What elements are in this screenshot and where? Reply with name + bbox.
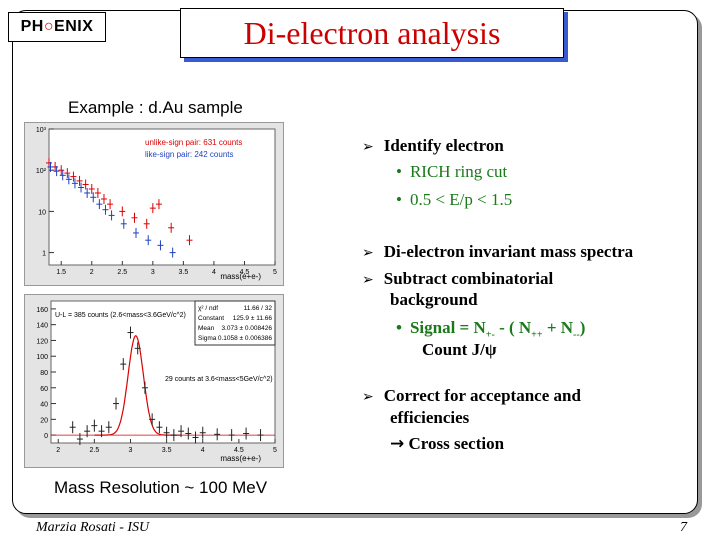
y-tick-label: 20 <box>40 417 48 424</box>
phenix-logo: PH ○ ENIX <box>8 12 106 42</box>
legend-unlike: unlike-sign pair: 631 counts <box>145 138 242 147</box>
x-tick-label: 4.5 <box>240 269 250 276</box>
top-xlabel: mass(e+e-) <box>220 272 261 281</box>
bottom-x-ticks: 2 2.5 3 3.5 4 4.5 5 <box>56 439 277 454</box>
y-tick-label: 1 <box>42 251 46 258</box>
bullet-correct: ➢ Correct for acceptance and <box>362 386 581 405</box>
arrow-icon: ➢ <box>362 272 374 288</box>
x-tick-label: 4.5 <box>234 447 244 454</box>
bullet-subtract-cont: background <box>390 290 478 309</box>
bullet-dot-icon: • <box>396 318 402 337</box>
x-tick-label: 2 <box>56 447 60 454</box>
x-tick-label: 3 <box>151 269 155 276</box>
slide-title: Di-electron analysis <box>243 14 501 51</box>
bullet-dot-icon: • <box>396 162 402 181</box>
legend-like: like-sign pair: 242 counts <box>145 150 234 159</box>
arrow-icon: ➢ <box>362 245 374 261</box>
bullet-dot-icon: • <box>396 190 402 209</box>
x-tick-label: 5 <box>273 269 277 276</box>
y-tick-label: 100 <box>36 354 48 361</box>
top-points <box>46 157 193 258</box>
x-tick-label: 4 <box>212 269 216 276</box>
stats-key: χ² / ndf <box>198 305 218 312</box>
y-tick-label: 10³ <box>36 127 47 134</box>
annot-ul: U-L = 385 counts (2.6<mass<3.6GeV/c^2) <box>55 312 186 319</box>
logo-text-right: ENIX <box>54 18 94 35</box>
annot-29: 29 counts at 3.6<mass<5GeV/c^2) <box>165 376 273 383</box>
y-tick-label: 140 <box>36 323 48 330</box>
bottom-xlabel: mass(e+e-) <box>220 454 261 463</box>
top-plot-svg: unlike-sign pair: 631 counts like-sign p… <box>36 127 277 281</box>
stats-box: χ² / ndf 11.66 / 32 Constant 125.9 ± 11.66 M… <box>194 300 276 346</box>
x-tick-label: 2 <box>90 269 94 276</box>
bullet-identify: ➢ Identify electron <box>362 136 504 155</box>
sub-bullet-ep: • 0.5 < E/p < 1.5 <box>396 190 513 209</box>
stats-value: 125.9 ± 11.66 <box>233 315 273 322</box>
sub-bullet-signal: • Signal = N+- - ( N++ + N--) <box>396 318 586 341</box>
arrow-icon: ➢ <box>362 389 374 405</box>
arrow-icon: ➢ <box>362 139 374 155</box>
x-tick-label: 2.5 <box>117 269 127 276</box>
footer-author: Marzia Rosati - ISU <box>36 520 150 535</box>
y-tick-label: 160 <box>36 307 48 314</box>
bottom-points <box>69 326 264 446</box>
y-tick-label: 10² <box>36 168 47 175</box>
bottom-plot-svg: χ² / ndf 11.66 / 32 Constant 125.9 ± 11.66 M… <box>36 300 277 463</box>
bullet-dielectron: ➢ Di-electron invariant mass spectra <box>362 242 634 261</box>
right-arrow-icon: → <box>390 434 405 454</box>
resolution-label: Mass Resolution ~ 100 MeV <box>54 478 268 497</box>
stats-value: 11.66 / 32 <box>244 305 273 312</box>
y-tick-label: 60 <box>40 386 48 393</box>
x-tick-label: 4 <box>201 447 205 454</box>
stats-box-border <box>194 300 276 346</box>
sub-bullet-count: Count J/ψ <box>422 340 497 359</box>
stats-value: 3.073 ± 0.008426 <box>221 325 272 332</box>
stats-key: Sigma <box>198 335 217 342</box>
stats-value: 0.1058 ± 0.006386 <box>218 335 273 342</box>
x-tick-label: 3 <box>129 447 133 454</box>
x-tick-label: 3.5 <box>179 269 189 276</box>
bottom-plot: χ² / ndf 11.66 / 32 Constant 125.9 ± 11.66 M… <box>24 294 284 468</box>
bullet-subtract: ➢ Subtract combinatorial <box>362 269 554 288</box>
bullet-cross: → Cross section <box>390 434 505 454</box>
footer-page: 7 <box>680 520 687 535</box>
top-y-ticks: 10³ 10² 10 1 <box>36 127 54 258</box>
stats-key: Mean <box>198 325 215 332</box>
sub-bullet-rich: • RICH ring cut <box>396 162 508 181</box>
x-tick-label: 2.5 <box>89 447 99 454</box>
y-tick-label: 0 <box>44 433 48 440</box>
y-tick-label: 80 <box>40 370 48 377</box>
y-tick-label: 40 <box>40 402 48 409</box>
x-tick-label: 3.5 <box>162 447 172 454</box>
x-tick-label: 1.5 <box>56 269 66 276</box>
title-box: Di-electron analysis <box>180 8 564 58</box>
logo-mid: ○ <box>43 18 55 35</box>
y-tick-label: 10 <box>38 209 46 216</box>
top-plot: unlike-sign pair: 631 counts like-sign p… <box>24 122 284 286</box>
bottom-y-ticks: 160 140 120 100 80 60 40 20 0 <box>36 307 56 440</box>
y-tick-label: 120 <box>36 338 48 345</box>
x-tick-label: 5 <box>273 447 277 454</box>
stats-key: Constant <box>198 315 224 322</box>
bullet-correct-cont: efficiencies <box>390 408 470 427</box>
top-x-ticks: 1.5 2 2.5 3 3.5 4 4.5 5 <box>56 261 277 276</box>
example-label: Example : d.Au sample <box>68 98 243 117</box>
logo-text-left: PH <box>20 18 44 35</box>
